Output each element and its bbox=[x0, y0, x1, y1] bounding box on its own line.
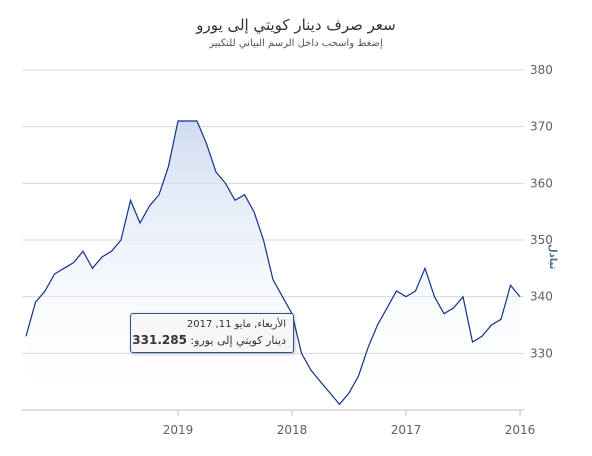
chart-tooltip: الأربعاء, مايو 11, 2017 دينار كويتي إلى … bbox=[130, 313, 294, 353]
chart-subtitle: إضغط واسحب داخل الرسم البياني للتكبير bbox=[209, 38, 383, 49]
series-area bbox=[26, 121, 520, 410]
rate-series[interactable] bbox=[25, 120, 521, 410]
y-tick-label: 370 bbox=[530, 120, 553, 134]
tooltip-series-name: دينار كويتي إلى يورو bbox=[194, 334, 286, 347]
y-tick-label: 350 bbox=[530, 233, 553, 247]
tooltip-value: 331.285 bbox=[132, 333, 187, 347]
tooltip-date: الأربعاء, مايو 11, 2017 bbox=[186, 319, 286, 330]
chart-title: سعر صرف دينار كويتي إلى يورو bbox=[196, 16, 396, 34]
x-tick-label: 2017 bbox=[391, 423, 422, 437]
x-tick-label: 2019 bbox=[163, 423, 194, 437]
y-tick-label: 360 bbox=[530, 176, 553, 190]
y-axis: 330 340 350 360 370 380 bbox=[530, 63, 553, 360]
series-line[interactable] bbox=[25, 120, 521, 406]
x-tick-label: 2018 bbox=[277, 423, 308, 437]
y-tick-label: 330 bbox=[530, 346, 553, 360]
x-tick-label: 2016 bbox=[505, 423, 536, 437]
y-tick-label: 340 bbox=[530, 290, 553, 304]
y-tick-label: 380 bbox=[530, 63, 553, 77]
x-axis: 2019 2018 2017 2016 bbox=[22, 409, 536, 437]
